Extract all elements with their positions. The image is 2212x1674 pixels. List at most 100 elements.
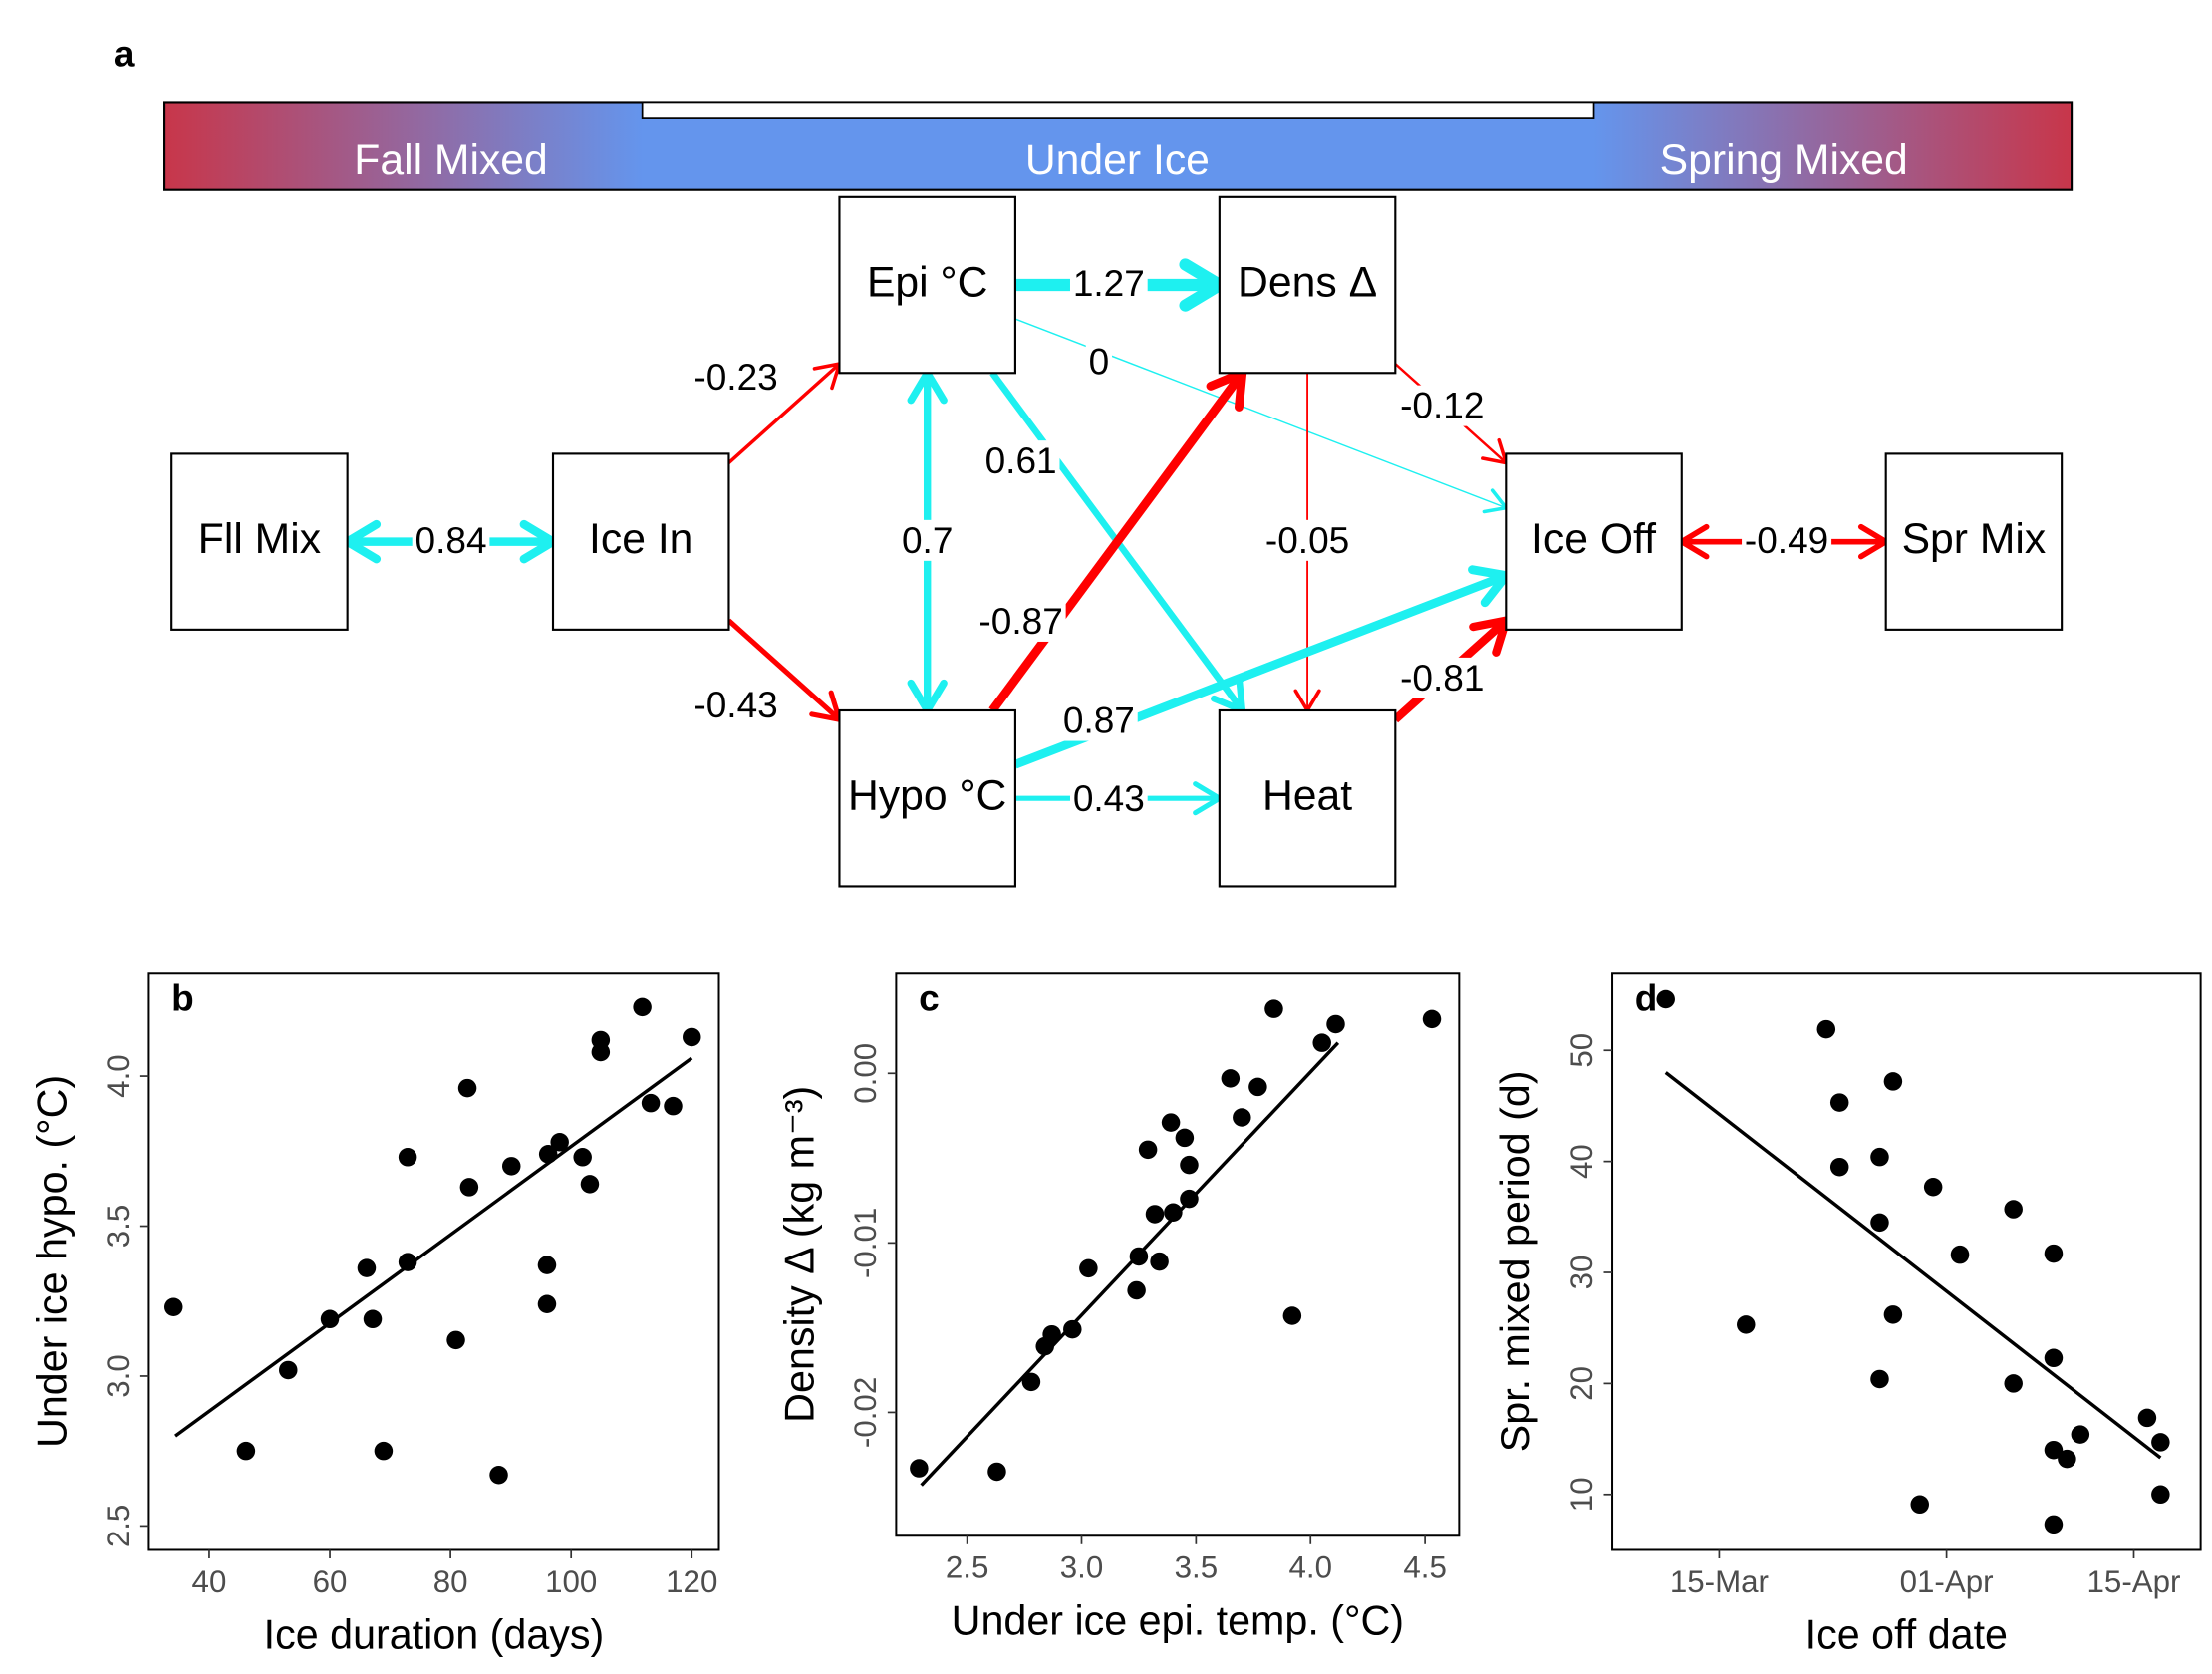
- trend-line: [174, 1056, 693, 1438]
- data-point: [446, 1330, 465, 1350]
- edge-label: -0.87: [978, 601, 1062, 642]
- phase-label: Spring Mixed: [1660, 137, 1908, 184]
- x-tick-label: 4.0: [1288, 1550, 1332, 1585]
- edge-label: -0.12: [1400, 386, 1484, 426]
- x-tick-label: 4.5: [1403, 1550, 1447, 1585]
- y-tick-label: 3.0: [101, 1354, 136, 1398]
- node-box: [551, 452, 730, 631]
- y-tick-label: -0.02: [848, 1377, 883, 1448]
- data-point: [1282, 1306, 1302, 1325]
- y-tick-label: 30: [1564, 1256, 1599, 1290]
- data-point: [1829, 1157, 1849, 1177]
- node-label: Heat: [1262, 772, 1352, 820]
- data-point: [1816, 1019, 1836, 1039]
- phase-label: Under Ice: [1025, 137, 1210, 184]
- data-point: [1129, 1247, 1149, 1266]
- phase-segment: [164, 102, 643, 190]
- edge-label-bg: [975, 600, 1066, 642]
- data-point: [459, 1178, 479, 1197]
- y-tick-label: 20: [1564, 1366, 1599, 1401]
- x-tick-label: 2.5: [946, 1550, 989, 1585]
- data-point: [537, 1294, 557, 1313]
- x-tick-label: 120: [666, 1564, 717, 1599]
- data-point: [1150, 1252, 1169, 1271]
- edge-label: -0.05: [1265, 520, 1349, 561]
- node-box: [1884, 452, 2064, 631]
- plot-panel: 2.5 3.0 3.5 4.0 4.5 -0.02 -0.01 0.00 c Under ice …: [776, 972, 1461, 1643]
- data-point: [2044, 1244, 2064, 1263]
- edge-label: -0.81: [1400, 658, 1484, 698]
- y-tick-label: 2.5: [101, 1505, 136, 1548]
- edge-label-bg: [1069, 263, 1148, 305]
- data-point: [1161, 1113, 1181, 1132]
- data-point: [2137, 1408, 2157, 1428]
- data-point: [1180, 1155, 1199, 1175]
- data-point: [1264, 999, 1283, 1018]
- edge-label-bg: [1069, 777, 1148, 819]
- data-point: [1870, 1213, 1889, 1233]
- x-tick-label: 01-Apr: [1900, 1564, 1994, 1599]
- data-point: [1883, 1305, 1903, 1324]
- node-box: [1218, 708, 1397, 888]
- data-point: [910, 1459, 929, 1478]
- panel-label: c: [919, 978, 940, 1019]
- data-point: [1127, 1280, 1146, 1300]
- data-point: [398, 1253, 417, 1271]
- panel-label: a: [114, 34, 135, 75]
- data-point: [580, 1175, 600, 1194]
- data-point: [1079, 1258, 1098, 1278]
- data-point: [1870, 1369, 1889, 1389]
- plot-frame: [1611, 972, 2202, 1551]
- edge-label: 0.43: [1073, 778, 1145, 819]
- y-tick-label: 3.5: [101, 1205, 136, 1249]
- edge-label-bg: [899, 519, 957, 561]
- data-point: [398, 1148, 417, 1167]
- plot-panel: 15-Mar 01-Apr 15-Apr 10 20 30 40 50 d Ice off dat…: [1493, 972, 2202, 1658]
- node-box: [1218, 195, 1397, 375]
- edge-label: 0.7: [902, 520, 953, 561]
- edge-label: 0: [1089, 342, 1110, 383]
- edge: [727, 362, 841, 464]
- x-tick-label: 15-Mar: [1670, 1564, 1769, 1599]
- edge-label-bg: [412, 519, 490, 561]
- data-point: [1422, 1009, 1442, 1029]
- phase-label: Fall Mixed: [354, 137, 548, 184]
- node-box: [1505, 452, 1683, 631]
- plots: 40 60 80 100 120 2.5 3.0 3.5 4.0 b Ice duration (d…: [29, 972, 2202, 1658]
- data-point: [1164, 1203, 1183, 1222]
- y-tick-label: 40: [1564, 1144, 1599, 1179]
- edge-label-bg: [1085, 341, 1113, 383]
- data-point: [1021, 1372, 1041, 1392]
- data-point: [489, 1466, 508, 1485]
- panel-label: d: [1635, 978, 1658, 1019]
- data-point: [1312, 1033, 1331, 1052]
- data-point: [2004, 1374, 2023, 1393]
- data-point: [1175, 1128, 1195, 1148]
- edge-label: -0.49: [1745, 520, 1828, 561]
- edge: [726, 618, 842, 722]
- data-point: [1063, 1319, 1082, 1339]
- edge-label-bg: [691, 357, 781, 399]
- data-point: [2044, 1348, 2064, 1368]
- data-point: [664, 1096, 683, 1116]
- edge-label: 0.84: [415, 520, 487, 561]
- x-tick-label: 15-Apr: [2087, 1564, 2181, 1599]
- node-box: [170, 452, 349, 631]
- data-point: [2071, 1425, 2090, 1444]
- data-point: [591, 1042, 611, 1062]
- x-tick-label: 100: [545, 1564, 597, 1599]
- data-point: [573, 1148, 592, 1167]
- x-axis-title: Under ice epi. temp. (°C): [952, 1597, 1404, 1643]
- data-point: [1042, 1324, 1061, 1344]
- edge-label-bg: [981, 440, 1060, 482]
- y-axis-title: Under ice hypo. (°C): [29, 1075, 75, 1448]
- y-tick-label: 4.0: [101, 1054, 136, 1098]
- y-tick-label: 50: [1564, 1033, 1599, 1068]
- data-point: [363, 1309, 383, 1329]
- x-tick-label: 3.0: [1060, 1550, 1104, 1585]
- data-point: [236, 1441, 256, 1461]
- data-point: [1950, 1245, 1970, 1264]
- data-point: [1737, 1315, 1756, 1334]
- data-point: [2044, 1440, 2064, 1460]
